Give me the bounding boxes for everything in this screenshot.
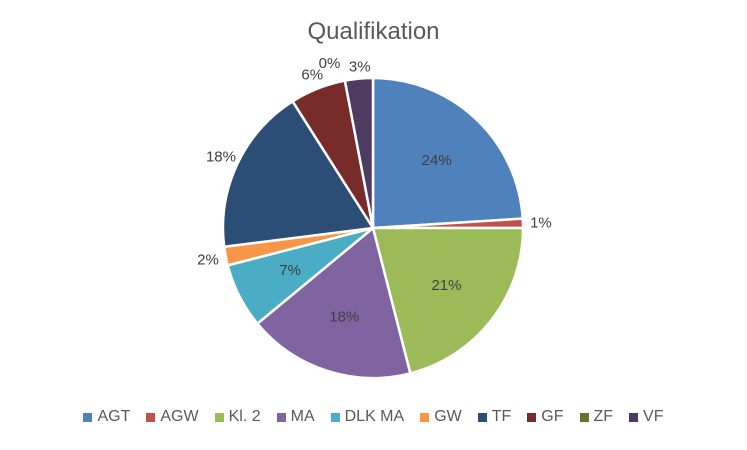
legend-swatch-ma: [276, 412, 286, 422]
data-label-dlk-ma: 7%: [279, 262, 301, 279]
legend-label-tf: TF: [491, 408, 512, 425]
data-label-ma: 18%: [329, 308, 359, 325]
pie-plot-area: 24% 1% 21% 18% 7% 2% 18% 6%0% 3%: [197, 55, 552, 380]
legend-label-vf: VF: [643, 408, 664, 425]
legend: AGT AGW Kl. 2 MA DLK MA GW TF GF ZF VF: [0, 408, 747, 426]
data-label-vf: 3%: [349, 59, 371, 76]
legend-swatch-vf: [629, 412, 639, 422]
legend-label-zf: ZF: [593, 408, 614, 425]
data-label-agw: 1%: [530, 215, 552, 232]
legend-swatch-agw: [146, 412, 156, 422]
pie-slice-agt: [371, 76, 525, 230]
legend-item-agt: AGT: [83, 408, 130, 426]
legend-label-dlk-ma: DLK MA: [344, 408, 405, 425]
data-label-kl-2: 21%: [431, 277, 461, 294]
legend-swatch-dlk-ma: [330, 412, 340, 422]
legend-item-zf: ZF: [579, 408, 614, 426]
data-label-gf: 6%: [301, 67, 323, 84]
legend-item-gf: GF: [527, 408, 564, 426]
legend-swatch-kl-2: [214, 412, 224, 422]
legend-item-gw: GW: [420, 408, 462, 426]
legend-label-ma: MA: [290, 408, 315, 425]
legend-label-agt: AGT: [97, 408, 131, 425]
legend-item-tf: TF: [477, 408, 512, 426]
legend-item-agw: AGW: [146, 408, 199, 426]
chart-title: Qualifikation: [307, 18, 440, 45]
pie-slice-tf: [221, 99, 376, 249]
legend-label-agw: AGW: [160, 408, 199, 425]
legend-swatch-agt: [83, 412, 93, 422]
legend-swatch-zf: [579, 412, 589, 422]
data-label-zf: 0%: [319, 55, 341, 72]
legend-item-vf: VF: [629, 408, 664, 426]
legend-label-gw: GW: [434, 408, 462, 425]
data-label-agt: 24%: [422, 152, 452, 169]
pie-slice-kl-2: [371, 226, 525, 375]
legend-swatch-gf: [527, 412, 537, 422]
pie-slice-ma: [255, 225, 412, 380]
legend-swatch-tf: [477, 412, 487, 422]
legend-label-kl-2: Kl. 2: [228, 408, 261, 425]
legend-item-dlk-ma: DLK MA: [330, 408, 405, 426]
pie-slice-vf: [343, 76, 375, 229]
data-label-gw: 2%: [197, 251, 219, 268]
legend-swatch-gw: [420, 412, 430, 422]
legend-label-gf: GF: [541, 408, 564, 425]
legend-item-kl-2: Kl. 2: [214, 408, 261, 426]
data-label-tf: 18%: [206, 148, 236, 165]
legend-item-ma: MA: [276, 408, 315, 426]
